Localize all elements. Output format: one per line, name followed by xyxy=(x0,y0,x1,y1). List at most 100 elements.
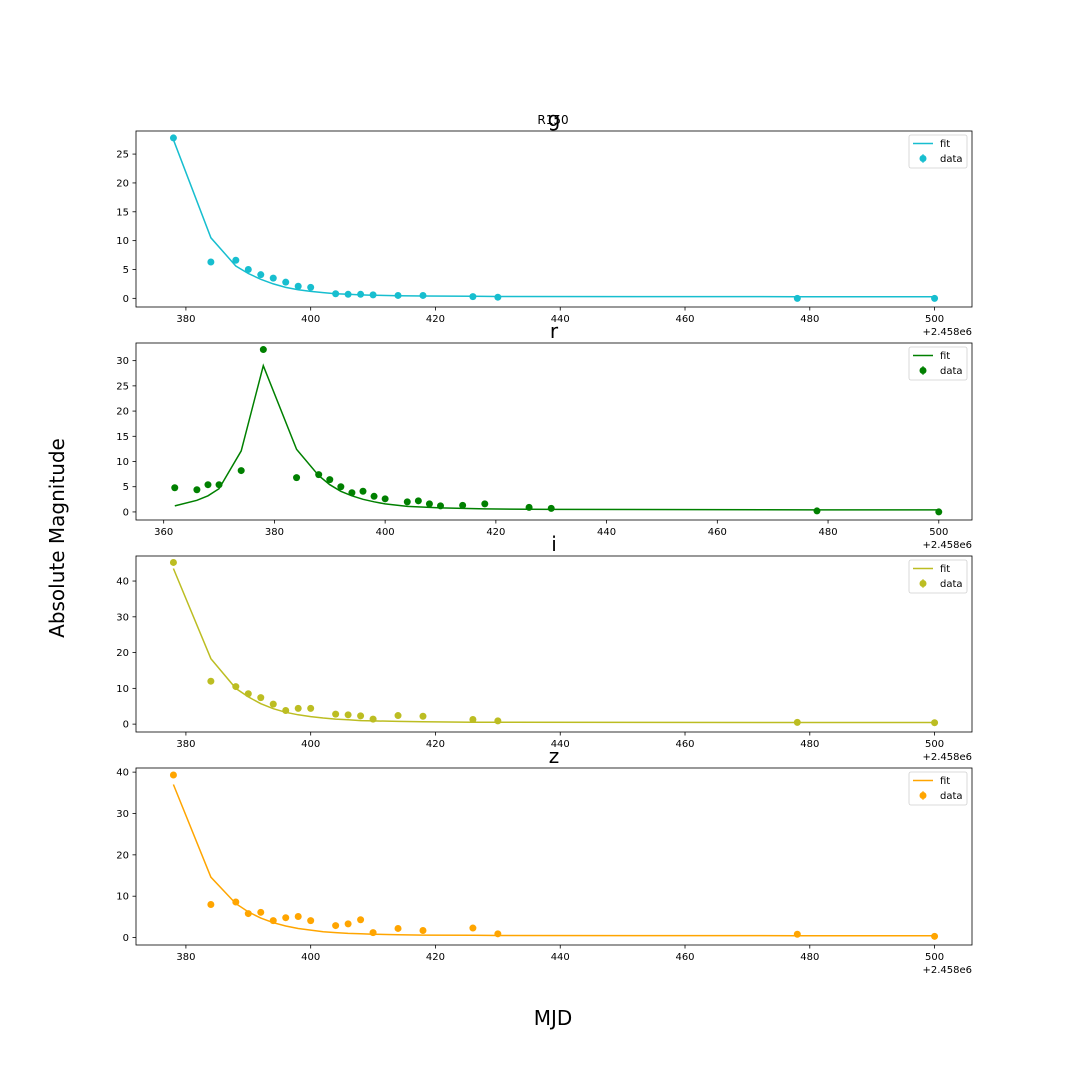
data-point xyxy=(332,290,340,298)
series-line-fit xyxy=(172,568,935,724)
data-point xyxy=(293,474,301,482)
x-tick-label: 440 xyxy=(551,314,570,325)
panel-title: z xyxy=(549,744,560,768)
data-point xyxy=(282,707,290,715)
data-point xyxy=(257,908,265,916)
data-point xyxy=(232,256,240,264)
x-tick-label: 380 xyxy=(176,952,195,963)
panel-r: r 360 380 400 420 440 460 480 500 +2.458e6 0 5 10 15 2… xyxy=(116,319,973,551)
data-point xyxy=(169,771,177,779)
x-tick-label: 500 xyxy=(925,739,944,750)
x-tick-label: 500 xyxy=(925,952,944,963)
data-point xyxy=(232,898,240,906)
legend-fit-label: fit xyxy=(940,776,950,787)
data-point xyxy=(193,486,201,494)
panel-title: g xyxy=(548,107,561,131)
x-tick-label: 480 xyxy=(800,952,819,963)
data-point xyxy=(370,492,378,500)
data-point xyxy=(357,916,365,924)
data-point xyxy=(469,924,477,932)
data-point xyxy=(326,476,334,484)
legend-data-swatch xyxy=(919,367,927,374)
data-point xyxy=(207,900,215,908)
data-point xyxy=(419,291,427,299)
data-point xyxy=(204,481,212,489)
data-point xyxy=(337,483,345,491)
x-tick-label: 460 xyxy=(675,952,694,963)
x-tick-label: 460 xyxy=(708,527,727,538)
data-point xyxy=(294,704,302,712)
data-point xyxy=(357,712,365,720)
data-point xyxy=(403,498,411,506)
data-point xyxy=(237,467,245,475)
data-point xyxy=(257,271,265,279)
y-tick-label: 40 xyxy=(116,577,129,588)
data-point xyxy=(793,294,801,302)
y-tick-label: 25 xyxy=(116,150,129,161)
x-tick-label: 440 xyxy=(551,739,570,750)
data-point xyxy=(419,712,427,720)
x-tick-label: 400 xyxy=(376,527,395,538)
panel-g: g 380 400 420 440 460 480 500 +2.458e6 0 5 10 15 20 25… xyxy=(116,107,973,338)
data-point xyxy=(244,910,252,918)
data-point xyxy=(931,932,939,940)
data-point xyxy=(307,917,315,925)
data-point xyxy=(307,704,315,712)
x-tick-label: 500 xyxy=(925,314,944,325)
y-tick-label: 10 xyxy=(116,892,129,903)
data-point xyxy=(931,719,939,727)
y-tick-label: 40 xyxy=(116,768,129,779)
x-offset-label: +2.458e6 xyxy=(922,965,972,976)
data-point xyxy=(359,487,367,495)
panel-title: r xyxy=(550,319,559,343)
x-tick-label: 380 xyxy=(176,739,195,750)
data-point xyxy=(215,481,223,489)
data-point xyxy=(169,134,177,142)
x-tick-label: 360 xyxy=(154,527,173,538)
data-point xyxy=(357,290,365,298)
data-point xyxy=(547,504,555,512)
y-tick-label: 20 xyxy=(116,178,129,189)
y-tick-label: 0 xyxy=(123,507,129,518)
data-point xyxy=(269,274,277,282)
y-axis-label: Absolute Magnitude xyxy=(45,438,69,638)
data-point xyxy=(332,922,340,930)
legend-data-swatch xyxy=(919,155,927,162)
data-point xyxy=(344,290,352,298)
legend-data-label: data xyxy=(940,154,963,165)
x-tick-label: 420 xyxy=(426,314,445,325)
axes-frame xyxy=(135,767,973,946)
data-point xyxy=(813,507,821,515)
data-point xyxy=(369,715,377,723)
legend-fit-label: fit xyxy=(940,139,950,150)
data-point xyxy=(169,558,177,566)
data-point xyxy=(259,346,267,354)
x-tick-label: 500 xyxy=(929,527,948,538)
y-tick-label: 0 xyxy=(123,294,129,305)
legend-data-swatch xyxy=(919,580,927,587)
legend-data-label: data xyxy=(940,366,963,377)
data-point xyxy=(315,471,323,479)
y-tick-label: 5 xyxy=(123,482,129,493)
data-point xyxy=(425,500,433,508)
y-tick-label: 10 xyxy=(116,236,129,247)
y-tick-label: 25 xyxy=(116,381,129,392)
y-tick-label: 20 xyxy=(116,648,129,659)
y-tick-label: 0 xyxy=(123,720,129,731)
legend-fit-label: fit xyxy=(940,564,950,575)
data-point xyxy=(282,278,290,286)
data-point xyxy=(207,677,215,685)
data-point xyxy=(344,920,352,928)
data-point xyxy=(793,718,801,726)
data-point xyxy=(344,711,352,719)
data-point xyxy=(244,690,252,698)
y-tick-label: 20 xyxy=(116,407,129,418)
y-tick-label: 20 xyxy=(116,850,129,861)
data-point xyxy=(394,291,402,299)
data-point xyxy=(469,715,477,723)
x-tick-label: 380 xyxy=(265,527,284,538)
x-offset-label: +2.458e6 xyxy=(922,752,972,763)
legend-data-label: data xyxy=(940,791,963,802)
